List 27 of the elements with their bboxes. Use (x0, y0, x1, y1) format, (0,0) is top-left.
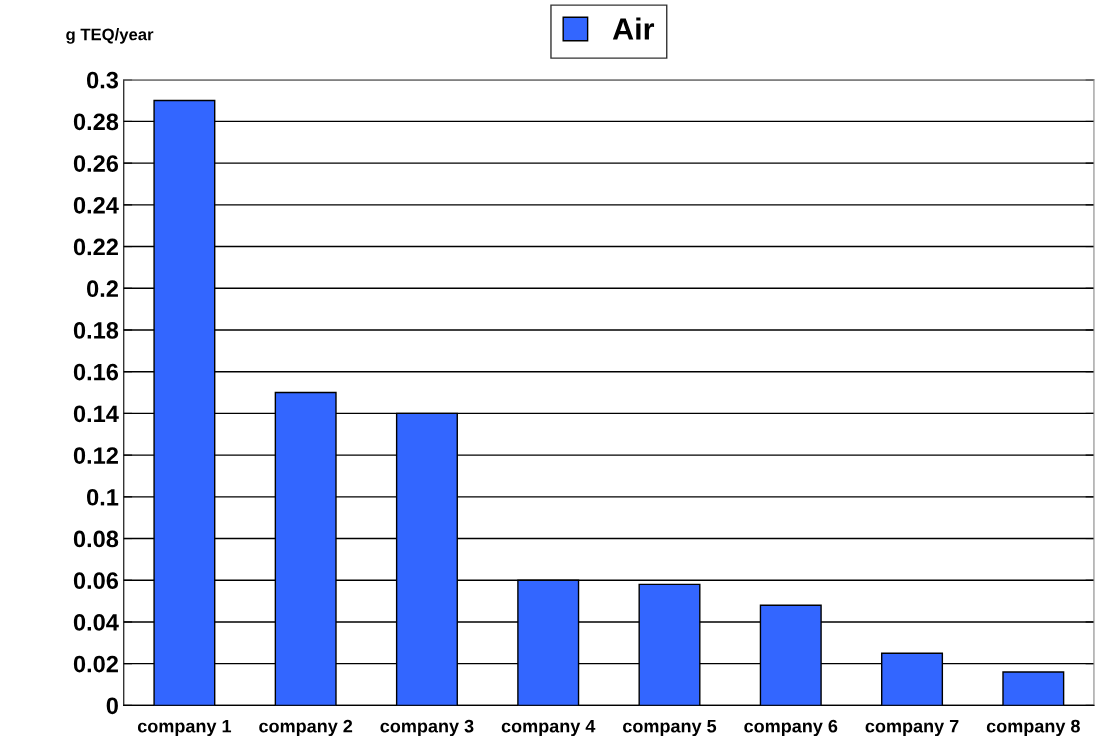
y-tick-label: 0.12 (73, 447, 118, 464)
y-tick-label: 0.16 (73, 363, 119, 381)
y-tick-label: 0.26 (73, 155, 119, 172)
y-tick-label: 0.2 (87, 280, 118, 298)
y-tick-label: 0.04 (73, 614, 119, 631)
y-axis-title: g TEQ/year (66, 28, 154, 44)
y-tick-label: 0.24 (73, 196, 119, 214)
y-tick-label: 0.18 (73, 322, 119, 339)
y-tick-label: 0.3 (87, 71, 119, 89)
x-tick-label: company 6 (744, 719, 838, 737)
x-tick-label: company 1 (137, 719, 232, 737)
legend-label: Air (612, 17, 655, 40)
x-tick-label: company 7 (865, 719, 959, 737)
bar (1002, 671, 1065, 706)
y-tick-label: 0.1 (87, 488, 119, 506)
x-tick-label: company 4 (501, 719, 596, 737)
y-tick-label: 0.28 (73, 113, 119, 131)
x-tick-label: company 5 (623, 719, 717, 737)
y-tick-label: 0.08 (73, 530, 119, 548)
y-tick-label: 0.02 (73, 655, 118, 673)
x-tick-label: company 2 (259, 719, 353, 737)
y-tick-label: 0 (106, 697, 118, 715)
y-tick-label: 0.22 (73, 238, 118, 256)
y-tick-label: 0.06 (73, 572, 119, 590)
y-tick-label: 0.14 (73, 405, 119, 423)
x-tick-label: company 8 (986, 719, 1080, 737)
x-tick-label: company 3 (380, 719, 474, 737)
